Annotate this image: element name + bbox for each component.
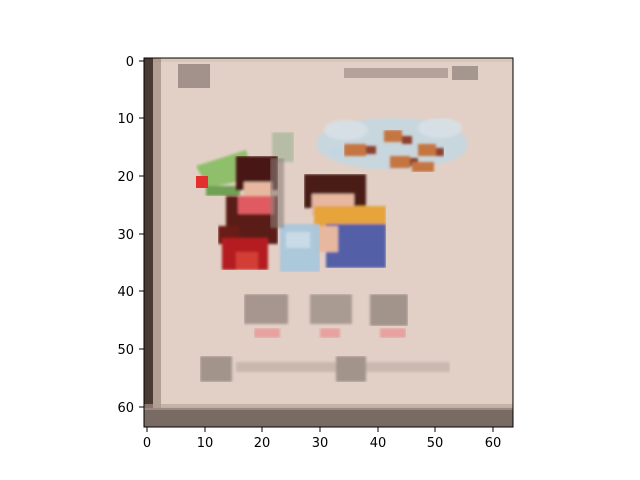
bottom-row bbox=[200, 356, 450, 382]
x-tick-label-0: 0 bbox=[143, 436, 151, 451]
left-edge-gradient bbox=[153, 58, 161, 427]
image-area bbox=[144, 58, 513, 427]
fish-shapes bbox=[344, 130, 444, 172]
y-axis: 0 10 20 30 40 50 60 bbox=[117, 55, 144, 416]
y-tick-label-30: 30 bbox=[117, 228, 134, 243]
y-tick-label-0: 0 bbox=[126, 55, 134, 70]
x-tick-label-30: 30 bbox=[312, 436, 329, 451]
y-tick-label-10: 10 bbox=[117, 112, 134, 127]
boy-figure bbox=[304, 174, 386, 268]
left-edge-shadow bbox=[144, 58, 153, 427]
y-tick-label-20: 20 bbox=[117, 170, 134, 185]
y-tick-label-60: 60 bbox=[117, 401, 134, 416]
bottom-edge-shadow bbox=[144, 408, 513, 427]
x-axis: 0 10 20 30 40 50 60 bbox=[143, 427, 501, 451]
top-right-text-block bbox=[452, 66, 478, 80]
red-dot bbox=[196, 176, 208, 188]
bottom-edge-light bbox=[144, 404, 513, 410]
bucket bbox=[270, 158, 320, 272]
x-tick-label-20: 20 bbox=[254, 436, 271, 451]
x-tick-label-10: 10 bbox=[197, 436, 214, 451]
x-tick-label-50: 50 bbox=[427, 436, 444, 451]
x-tick-label-60: 60 bbox=[485, 436, 502, 451]
top-left-text-block bbox=[178, 64, 210, 88]
x-tick-label-40: 40 bbox=[370, 436, 387, 451]
top-right-text-line bbox=[344, 68, 448, 78]
girl-figure bbox=[218, 156, 278, 270]
y-tick-label-50: 50 bbox=[117, 343, 134, 358]
character-row bbox=[244, 294, 408, 326]
y-tick-label-40: 40 bbox=[117, 285, 134, 300]
pink-labels bbox=[254, 328, 406, 338]
axes-frame bbox=[143, 57, 514, 428]
